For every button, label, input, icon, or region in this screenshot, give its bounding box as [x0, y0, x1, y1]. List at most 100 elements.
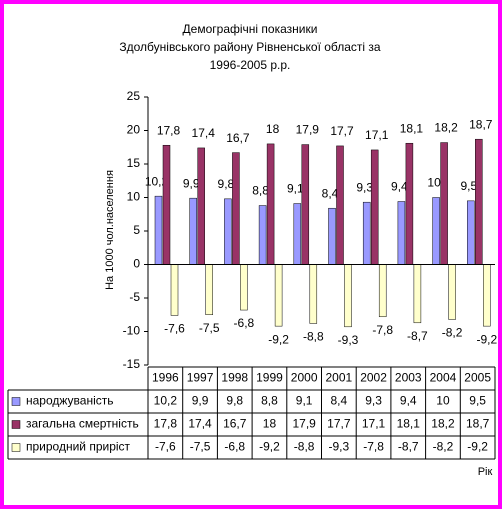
x-tick-label: 1999: [256, 371, 283, 385]
chart-title: Демографічні показники: [183, 22, 318, 36]
x-tick-label: 2005: [464, 371, 491, 385]
legend-swatch: [11, 443, 21, 452]
data-label: -9,2: [476, 332, 497, 346]
table-cell: -7,5: [190, 440, 211, 454]
table-cell: 10,2: [154, 394, 178, 408]
bar: [475, 138, 483, 265]
table-cell: 16,7: [223, 417, 247, 431]
x-tick-label: 2003: [395, 371, 422, 385]
data-label: 17,7: [330, 124, 354, 138]
bar: [240, 264, 248, 311]
y-tick-label: -5: [129, 290, 140, 304]
bar: [197, 147, 205, 265]
table-cell: -8,8: [294, 440, 315, 454]
table-cell: 9,8: [226, 394, 243, 408]
bar: [413, 264, 422, 324]
bar: [162, 144, 171, 265]
bar: [266, 143, 275, 265]
legend-label: природний приріст: [26, 440, 131, 454]
table-cell: 17,8: [154, 417, 178, 431]
data-label: 17,4: [192, 126, 216, 140]
bar: [378, 264, 387, 318]
bar: [154, 195, 163, 265]
bar: [293, 203, 302, 265]
y-tick-label: 15: [127, 156, 141, 170]
data-label: 17,1: [365, 128, 389, 142]
bar: [336, 145, 344, 265]
table-cell: 9,3: [365, 394, 382, 408]
data-label: 9,4: [391, 180, 408, 194]
data-label: -9,3: [338, 333, 359, 347]
data-label: 18,7: [469, 117, 493, 131]
x-tick-label: 1997: [187, 371, 214, 385]
table-cell: 8,8: [261, 394, 278, 408]
bar: [432, 197, 440, 265]
table-cell: 10: [436, 394, 450, 408]
x-tick-label: 1996: [152, 371, 179, 385]
y-tick-label: 5: [133, 223, 140, 237]
legend-swatch: [11, 420, 21, 429]
data-label: -8,8: [303, 330, 324, 344]
data-label: 18,1: [400, 121, 424, 135]
table-cell: 17,7: [327, 417, 351, 431]
y-tick-label: -10: [123, 324, 141, 338]
table-cell: 17,4: [188, 417, 212, 431]
data-label: 17,9: [296, 123, 320, 137]
table-cell: 18: [263, 417, 277, 431]
table-cell: -6,8: [224, 440, 245, 454]
data-label: 8,4: [322, 186, 339, 200]
y-tick-label: 0: [133, 257, 140, 271]
x-axis-label: Рік: [478, 466, 493, 478]
chart-title: 1996-2005 р.р.: [210, 58, 291, 72]
legend-swatch: [11, 397, 21, 406]
data-label: 9,9: [183, 176, 200, 190]
data-label: -7,6: [164, 322, 185, 336]
bar: [232, 152, 240, 265]
bar: [370, 149, 379, 265]
legend-label: народжуваність: [26, 394, 114, 408]
bar: [301, 144, 310, 265]
table-cell: -8,2: [433, 440, 454, 454]
chart-title: Здолбунівського району Рівненської облас…: [119, 40, 381, 54]
table-cell: 9,5: [469, 394, 486, 408]
x-tick-label: 2001: [325, 371, 352, 385]
legend-label: загальна смертність: [26, 417, 139, 431]
x-tick-label: 2000: [291, 371, 318, 385]
data-label: -8,7: [407, 329, 428, 343]
data-label: 18: [266, 122, 280, 136]
table-cell: 17,9: [292, 417, 316, 431]
data-label: 9,3: [356, 180, 373, 194]
data-label: 16,7: [226, 131, 250, 145]
data-label: -7,8: [372, 323, 393, 337]
bar: [258, 205, 267, 265]
data-label: 9,5: [460, 179, 477, 193]
table-cell: -7,8: [363, 440, 384, 454]
bar: [405, 142, 414, 265]
table-cell: 8,4: [331, 394, 348, 408]
bar: [189, 197, 197, 265]
data-label: -7,5: [199, 321, 220, 335]
y-tick-label: -15: [123, 357, 141, 371]
data-label: 17,8: [157, 123, 181, 137]
bar: [467, 200, 475, 265]
table-cell: 18,2: [431, 417, 455, 431]
table-cell: -9,2: [467, 440, 488, 454]
y-tick-label: 25: [127, 89, 141, 103]
table-cell: -9,3: [329, 440, 350, 454]
y-tick-label: 20: [127, 123, 141, 137]
bar: [448, 264, 456, 320]
data-label: 10,2: [145, 174, 169, 188]
bar: [328, 207, 336, 265]
x-tick-label: 1998: [221, 371, 248, 385]
table-cell: 9,9: [192, 394, 209, 408]
bar: [205, 264, 213, 315]
y-tick-label: 10: [127, 190, 141, 204]
bar: [224, 198, 232, 265]
data-label: 10: [427, 176, 441, 190]
table-cell: 9,1: [296, 394, 313, 408]
data-label: 9,8: [218, 177, 235, 191]
bar: [362, 201, 371, 265]
bar: [440, 142, 448, 265]
